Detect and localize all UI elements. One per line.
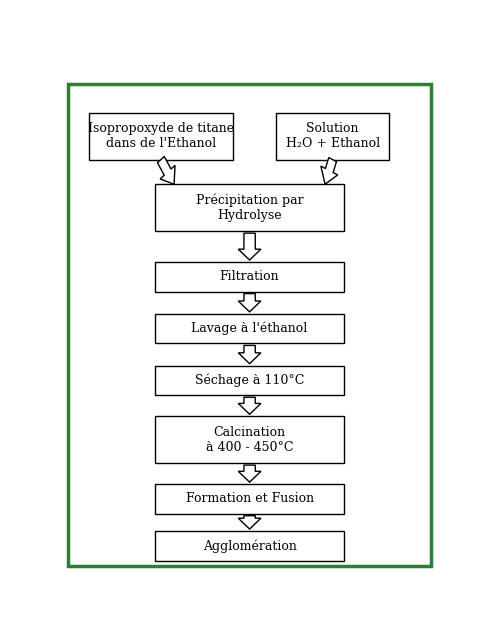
Bar [155, 314, 344, 344]
Bar [155, 484, 344, 513]
Bar [155, 416, 344, 463]
Text: Filtration: Filtration [220, 271, 280, 283]
Bar [276, 113, 389, 160]
Text: Agglomération: Agglomération [203, 539, 297, 553]
Bar [155, 365, 344, 395]
Bar [155, 184, 344, 231]
Text: Précipitation par
Hydrolyse: Précipitation par Hydrolyse [196, 194, 303, 222]
Text: Séchage à 110°C: Séchage à 110°C [195, 374, 304, 387]
Polygon shape [238, 397, 261, 414]
Text: Calcination
à 400 - 450°C: Calcination à 400 - 450°C [206, 426, 293, 454]
Polygon shape [157, 156, 175, 184]
Polygon shape [238, 516, 261, 529]
Text: Isopropoxyde de titane
dans de l'Ethanol: Isopropoxyde de titane dans de l'Ethanol [88, 122, 234, 150]
Polygon shape [238, 233, 261, 260]
Bar [155, 531, 344, 561]
Text: Formation et Fusion: Formation et Fusion [186, 492, 314, 505]
Bar [89, 113, 233, 160]
Polygon shape [238, 345, 261, 363]
Text: Lavage à l'éthanol: Lavage à l'éthanol [191, 322, 308, 335]
Polygon shape [238, 294, 261, 312]
Text: Solution
H₂O + Ethanol: Solution H₂O + Ethanol [285, 122, 380, 150]
Polygon shape [238, 465, 261, 482]
Polygon shape [321, 158, 337, 184]
Bar [155, 262, 344, 292]
